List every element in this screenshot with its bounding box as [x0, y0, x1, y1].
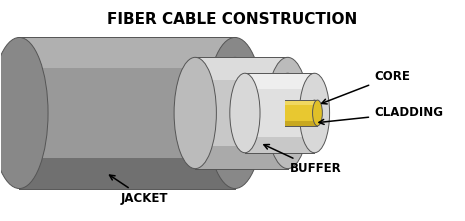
Ellipse shape — [299, 73, 330, 153]
Ellipse shape — [174, 57, 216, 169]
Polygon shape — [195, 57, 288, 169]
Polygon shape — [195, 57, 288, 80]
Polygon shape — [20, 38, 235, 189]
Ellipse shape — [266, 57, 309, 169]
Text: FIBER CABLE CONSTRUCTION: FIBER CABLE CONSTRUCTION — [107, 12, 357, 27]
Text: JACKET: JACKET — [110, 175, 168, 205]
Polygon shape — [285, 100, 318, 126]
Polygon shape — [20, 158, 235, 189]
Polygon shape — [285, 121, 318, 126]
Polygon shape — [285, 100, 318, 105]
Text: CLADDING: CLADDING — [319, 107, 443, 124]
Text: CORE: CORE — [322, 70, 410, 104]
Ellipse shape — [206, 38, 264, 189]
Polygon shape — [20, 38, 235, 68]
Ellipse shape — [230, 73, 260, 153]
Polygon shape — [245, 137, 314, 153]
Polygon shape — [195, 146, 288, 169]
Polygon shape — [245, 73, 314, 89]
Text: BUFFER: BUFFER — [264, 145, 341, 175]
Ellipse shape — [0, 38, 48, 189]
Polygon shape — [245, 73, 314, 153]
Ellipse shape — [312, 100, 322, 126]
